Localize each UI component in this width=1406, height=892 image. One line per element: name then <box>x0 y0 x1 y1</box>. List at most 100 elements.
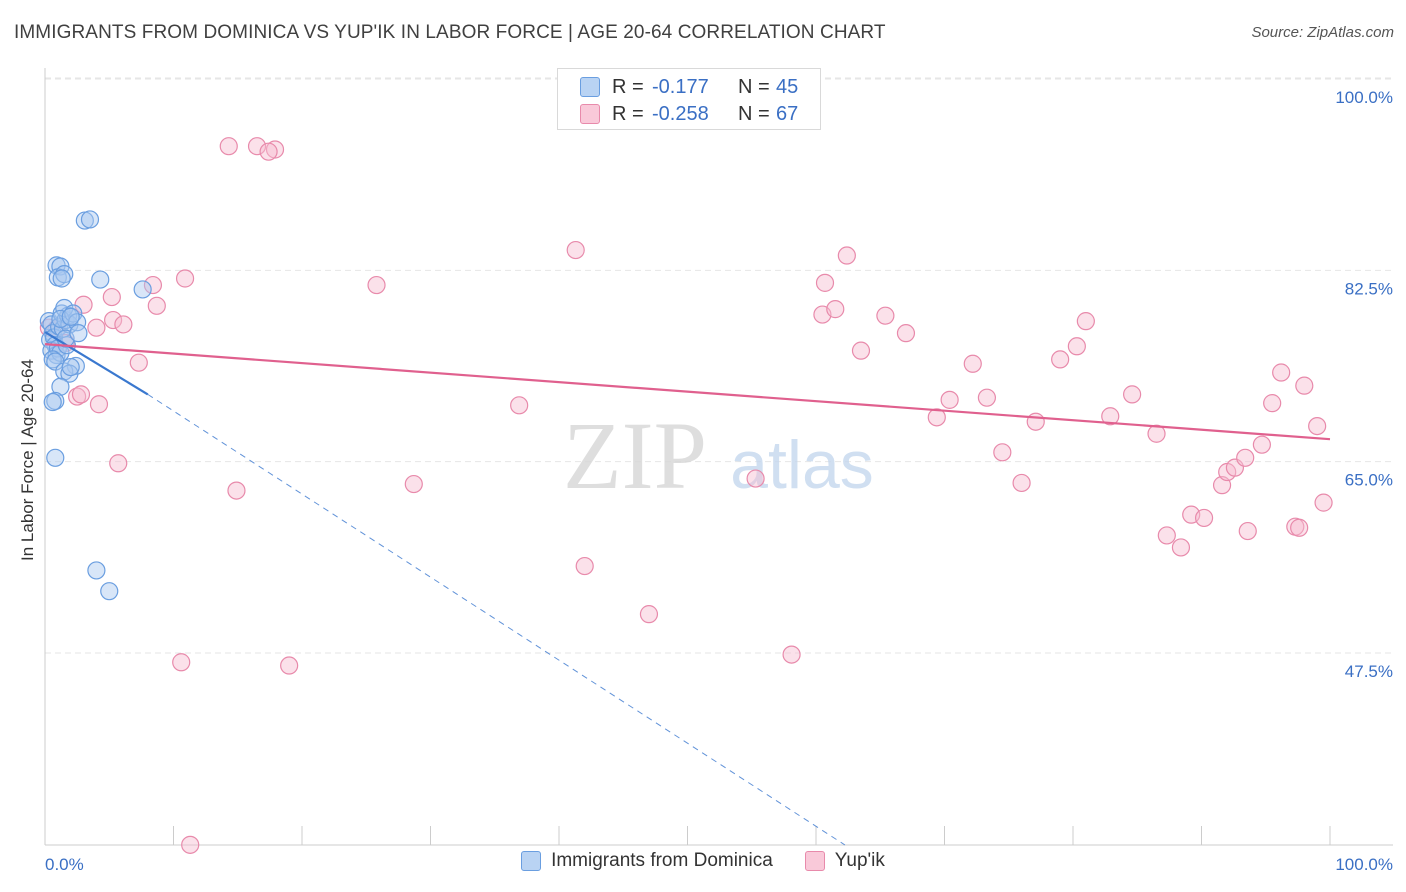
yupik-point <box>1272 363 1291 382</box>
dominica-point <box>51 377 70 396</box>
n-value: 67 <box>776 102 799 125</box>
yupik-point <box>1076 312 1095 331</box>
x-tick-label: 0.0% <box>45 855 84 874</box>
axis-layer <box>44 68 1393 846</box>
dominica-point <box>52 269 71 288</box>
dominica-point <box>61 307 80 326</box>
dominica-point <box>100 582 119 601</box>
yupik-point <box>143 275 163 295</box>
yupik-point <box>1263 394 1282 413</box>
yupik-point <box>89 395 109 414</box>
dominica-points <box>39 210 152 601</box>
yupik-point <box>147 296 166 315</box>
yupik-point <box>977 388 997 407</box>
watermark-zip: ZIP <box>563 402 707 509</box>
yupik-point <box>227 481 246 500</box>
yupik-point <box>181 835 200 854</box>
dominica-point <box>43 392 62 412</box>
stats-box: R = -0.177 N = 45 R = -0.258 N = 67 <box>557 68 821 130</box>
yupik-point <box>575 556 594 576</box>
yupik-point <box>1295 376 1314 395</box>
yupik-point <box>280 656 299 675</box>
grid-layer <box>45 77 1393 654</box>
yupik-point <box>927 408 946 427</box>
yupik-point <box>1101 407 1120 426</box>
yupik-point <box>102 287 121 307</box>
yupik-point <box>114 315 133 334</box>
n-label: N = <box>738 75 770 98</box>
y-tick-label: 65.0% <box>1345 471 1393 490</box>
stats-swatch-pink <box>580 104 600 124</box>
yupik-point <box>367 275 386 295</box>
legend-label-dominica: Immigrants from Dominica <box>551 850 773 871</box>
source-label: Source: ZipAtlas.com <box>1251 24 1394 41</box>
dominica-trend-line <box>44 331 149 396</box>
trend-lines <box>44 331 1331 846</box>
yupik-point <box>71 385 91 404</box>
legend-swatch-pink <box>804 851 825 871</box>
r-label: R = <box>612 102 644 125</box>
yupik-point <box>1194 508 1214 528</box>
tick-labels: 100.0% 82.5% 65.0% 47.5% 0.0% 100.0% <box>45 88 1393 874</box>
legend-swatch-blue <box>521 851 542 871</box>
r-label: R = <box>612 75 644 98</box>
yupik-point <box>963 354 982 373</box>
yupik-point <box>510 396 529 415</box>
yupik-point <box>851 341 871 360</box>
yupik-point <box>175 269 195 288</box>
n-value: 45 <box>776 75 799 98</box>
dominica-point <box>69 324 88 343</box>
r-value: -0.258 <box>652 102 709 125</box>
watermark: ZIP atlas <box>563 402 874 509</box>
yupik-point <box>247 137 267 156</box>
watermark-atlas: atlas <box>730 427 874 503</box>
legend-label-yupik: Yup'ik <box>834 850 885 871</box>
yupik-point <box>1290 518 1309 537</box>
yupik-point <box>782 645 801 664</box>
yupik-point <box>566 240 585 260</box>
yupik-trend-line <box>44 342 1331 441</box>
y-tick-label: 100.0% <box>1335 88 1393 107</box>
yupik-point <box>1236 448 1255 467</box>
yupik-point <box>1051 350 1070 369</box>
yupik-point <box>876 306 895 325</box>
yupik-point <box>109 454 128 473</box>
yupik-point <box>993 443 1012 462</box>
r-value: -0.177 <box>652 75 709 98</box>
legend-item-dominica[interactable]: Immigrants from Dominica <box>521 850 773 872</box>
stats-row-yupik: R = -0.258 N = 67 <box>580 101 798 127</box>
yupik-point <box>129 353 148 372</box>
dominica-point <box>43 350 62 369</box>
yupik-point <box>815 273 835 292</box>
dominica-point <box>60 364 79 383</box>
yupik-point <box>1067 337 1086 356</box>
chart-title: IMMIGRANTS FROM DOMINICA VS YUP'IK IN LA… <box>14 22 886 43</box>
yupik-point <box>259 142 278 161</box>
y-axis-label: In Labor Force | Age 20-64 <box>18 359 37 561</box>
yupik-point <box>639 605 659 624</box>
yupik-point <box>1157 526 1176 545</box>
yupik-point <box>1314 493 1333 512</box>
dominica-point <box>64 304 83 323</box>
yupik-point <box>1012 473 1031 493</box>
yupik-point <box>826 300 845 319</box>
yupik-point <box>940 390 959 409</box>
yupik-point <box>404 474 423 494</box>
yupik-point <box>1147 424 1166 443</box>
chart-legend: Immigrants from Dominica Yup'ik <box>0 850 1406 872</box>
yupik-point <box>1252 435 1271 454</box>
n-label: N = <box>738 102 770 125</box>
yupik-point <box>837 246 856 265</box>
y-tick-label: 47.5% <box>1345 662 1393 681</box>
yupik-point <box>896 324 916 343</box>
x-tick-label: 100.0% <box>1335 855 1393 874</box>
legend-item-yupik[interactable]: Yup'ik <box>804 850 885 872</box>
yupik-point <box>1171 538 1191 557</box>
yupik-point <box>1238 521 1257 541</box>
yupik-point <box>1026 412 1045 431</box>
dominica-point <box>91 270 110 289</box>
stats-row-dominica: R = -0.177 N = 45 <box>580 74 798 100</box>
yupik-point <box>1308 416 1327 436</box>
yupik-point <box>219 137 238 156</box>
